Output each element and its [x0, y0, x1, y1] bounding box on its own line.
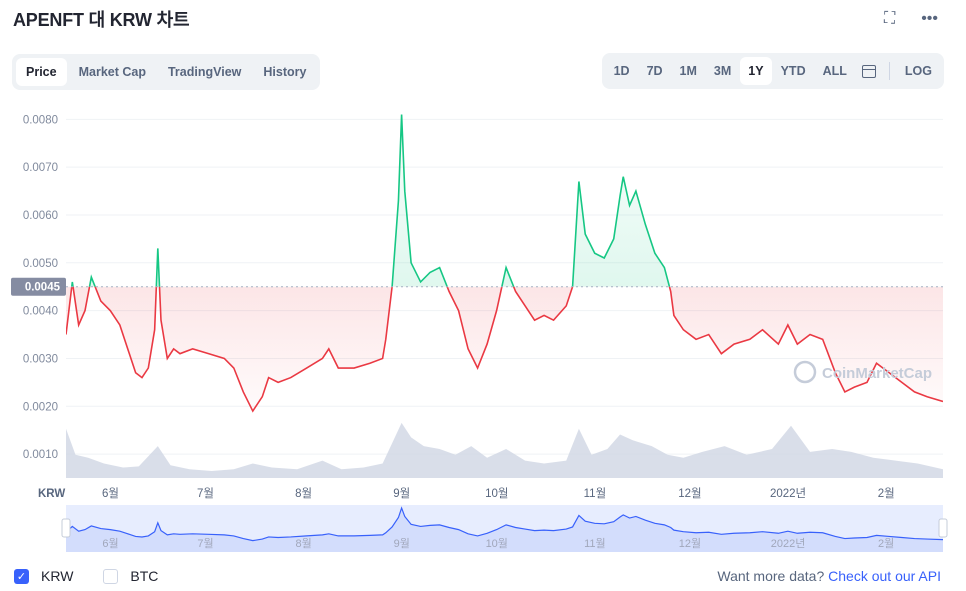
navigator-tick-label: 7월: [197, 537, 213, 550]
price-fill-down: [66, 286, 943, 412]
y-tick-label: 0.0060: [23, 210, 58, 222]
watermark-logo: [793, 360, 817, 384]
navigator-tick-label: 6월: [102, 537, 118, 550]
x-tick-label: 10월: [485, 487, 508, 500]
price-tag-label: 0.0045: [25, 282, 61, 294]
expand-icon[interactable]: ⛶: [883, 10, 896, 27]
navigator-area: [66, 508, 943, 552]
range-1m[interactable]: 1M: [679, 64, 697, 78]
x-tick-label: 2022년: [770, 487, 806, 500]
y-tick-label: 0.0080: [23, 114, 58, 126]
range-7d[interactable]: 7D: [646, 64, 663, 78]
krw-checkbox[interactable]: ✓: [14, 568, 29, 584]
range-ytd[interactable]: YTD: [780, 64, 806, 78]
range-1d[interactable]: 1D: [613, 64, 630, 78]
x-tick-label: 9월: [393, 487, 410, 500]
currency-axis-label: KRW: [38, 488, 65, 500]
page-title: APENFT 대 KRW 차트: [13, 10, 190, 30]
log-toggle[interactable]: LOG: [904, 64, 932, 78]
more-icon[interactable]: •••: [921, 10, 938, 27]
y-tick-label: 0.0050: [23, 258, 58, 270]
x-tick-label: 2월: [878, 487, 895, 500]
y-tick-label: 0.0010: [23, 449, 58, 461]
range-divider: [888, 62, 890, 80]
range-selector: 1D 7D 1M 3M 1Y YTD ALL LOG: [601, 53, 944, 89]
price-tag: [11, 277, 66, 296]
currency-legend: ✓ KRW BTC: [14, 568, 158, 584]
tab-history[interactable]: History: [263, 65, 307, 79]
x-tick-label: 12월: [678, 487, 701, 500]
x-tick-label: 6월: [102, 487, 119, 500]
krw-label: KRW: [41, 568, 74, 584]
y-tick-label: 0.0030: [23, 353, 58, 365]
chart-tabs: Price Market Cap TradingView History: [12, 54, 321, 90]
x-tick-label: 7월: [197, 487, 214, 500]
price-line-down: [66, 286, 943, 413]
y-tick-label: 0.0020: [23, 401, 58, 413]
navigator-tick-label: 12월: [679, 537, 701, 550]
api-promo: Want more data? Check out our API: [717, 568, 941, 584]
x-tick-label: 11월: [584, 487, 607, 500]
api-link[interactable]: Check out our API: [828, 568, 941, 584]
tab-tradingview[interactable]: TradingView: [167, 65, 242, 79]
navigator-line: [65, 506, 944, 542]
navigator-tick-label: 2022년: [771, 537, 806, 550]
y-tick-label: 0.0070: [23, 162, 58, 174]
range-all[interactable]: ALL: [822, 64, 847, 78]
calendar-icon[interactable]: [861, 64, 876, 78]
btc-label: BTC: [130, 568, 159, 584]
range-3m[interactable]: 3M: [713, 64, 732, 78]
price-fill-up: [71, 114, 670, 287]
navigator-tick-label: 2월: [878, 537, 894, 550]
api-prefix: Want more data?: [717, 568, 825, 584]
navigator-handle-right[interactable]: [938, 518, 948, 538]
volume-area: [66, 422, 943, 478]
y-tick-label: 0.0040: [23, 306, 58, 318]
navigator-tick-label: 8월: [295, 537, 311, 550]
btc-checkbox[interactable]: [103, 568, 119, 584]
watermark: CoinMarketCap: [822, 365, 932, 382]
tab-market-cap[interactable]: Market Cap: [78, 65, 146, 79]
x-tick-label: 8월: [295, 487, 312, 500]
navigator-handle-left[interactable]: [61, 518, 71, 538]
navigator-tick-label: 9월: [394, 537, 410, 550]
navigator-tick-label: 10월: [486, 537, 508, 550]
navigator-tick-label: 11월: [584, 537, 606, 550]
price-chart[interactable]: 0.0010 0.0020 0.0030 0.0040 0.0050 0.0060 0.00…: [0, 0, 966, 560]
range-1y[interactable]: 1Y: [740, 57, 772, 85]
tab-price[interactable]: Price: [16, 58, 67, 86]
